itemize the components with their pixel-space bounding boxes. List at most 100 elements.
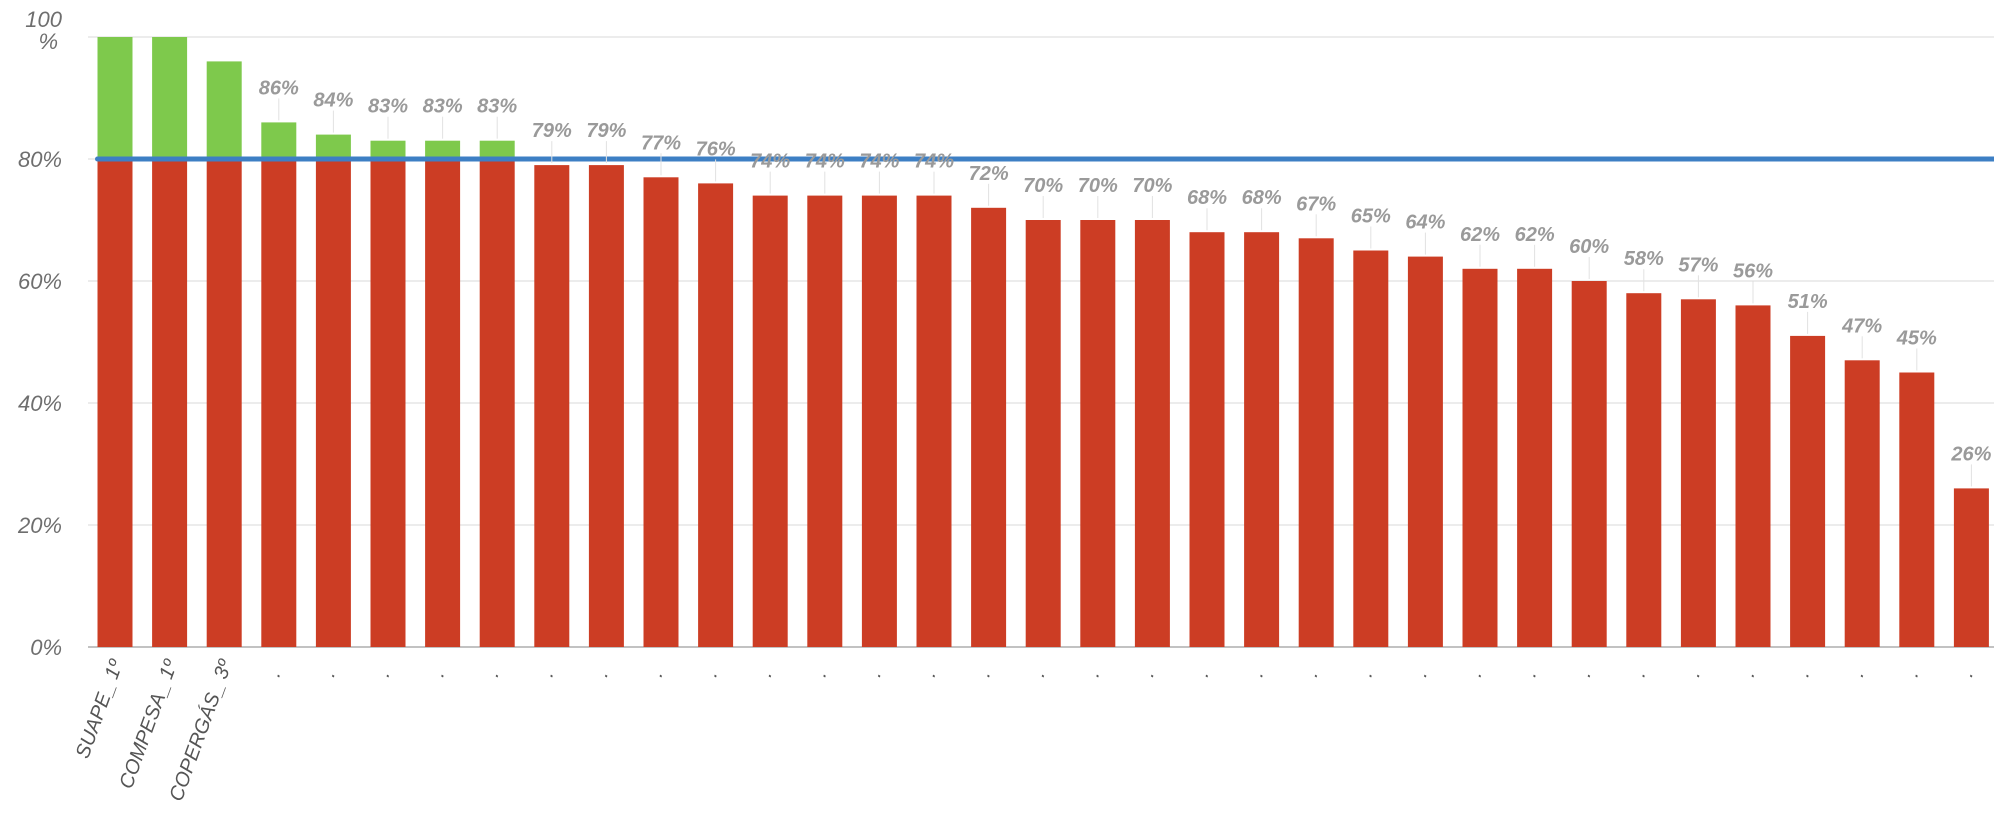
y-tick-label: 20% [17, 513, 62, 538]
x-tick-label: . [1137, 667, 1160, 680]
x-tick-label: . [1355, 667, 1378, 680]
x-tick-label: . [1683, 667, 1706, 680]
bar [1407, 256, 1443, 647]
bar [861, 195, 897, 647]
bar [1790, 335, 1826, 647]
x-tick-label: . [372, 667, 395, 680]
bar [370, 159, 406, 647]
data-label: 70% [1078, 175, 1118, 197]
data-label: 77% [641, 132, 681, 154]
data-label: 74% [750, 151, 790, 173]
bar [916, 195, 952, 647]
x-tick-label: . [1628, 667, 1651, 680]
bar [1134, 220, 1170, 647]
bar-above-target [370, 140, 406, 159]
x-tick-label: COMPESA_ 1º [115, 656, 182, 792]
bar [1025, 220, 1061, 647]
bar-above-target [97, 37, 133, 159]
data-label: 51% [1788, 291, 1828, 313]
bar-above-target [315, 134, 351, 159]
x-tick-label: . [918, 667, 941, 680]
bar-above-target [152, 37, 188, 159]
bar [971, 207, 1007, 648]
bar [1680, 299, 1716, 647]
data-label: 79% [532, 120, 572, 142]
bar [698, 183, 734, 647]
bar-above-target [425, 140, 461, 159]
bar [1517, 268, 1553, 647]
x-tick-label: . [973, 667, 996, 680]
bar [1462, 268, 1498, 647]
bar [152, 159, 188, 647]
data-label: 67% [1296, 193, 1336, 215]
x-tick-label: . [1300, 667, 1323, 680]
data-label: 83% [368, 96, 408, 118]
x-tick-label: . [591, 667, 614, 680]
x-tick-label: . [318, 667, 341, 680]
y-axis-ticks: 100 % 80% 60% 40% 20% 0% [17, 7, 63, 660]
data-label: 74% [859, 151, 899, 173]
data-label: 68% [1242, 187, 1282, 209]
data-label: 74% [805, 151, 845, 173]
bars [97, 37, 1989, 648]
data-label: 74% [914, 151, 954, 173]
bar [1571, 281, 1607, 647]
x-tick-label: SUAPE_ 1º [72, 656, 128, 762]
x-tick-label: . [481, 667, 504, 680]
y-tick-label: 40% [18, 391, 62, 416]
data-label: 83% [477, 96, 517, 118]
x-tick-label: . [1027, 667, 1050, 680]
bar [534, 165, 570, 647]
data-label: 83% [423, 96, 463, 118]
data-label: 56% [1733, 260, 1773, 282]
bar [1244, 232, 1280, 647]
bar [425, 159, 461, 647]
data-label: 86% [259, 77, 299, 99]
data-label: 84% [313, 90, 353, 112]
data-label: 76% [696, 138, 736, 160]
data-labels: 86% 84% 83% 83% 83% 79% 79% 77% 76% 74% 74% 74% 74% 7… [259, 77, 1992, 487]
bar [1953, 488, 1989, 647]
data-label: 62% [1515, 224, 1555, 246]
x-tick-label: . [1410, 667, 1433, 680]
y-tick-label: 80% [18, 147, 62, 172]
data-label: 70% [1023, 175, 1063, 197]
bar [1899, 372, 1935, 647]
bar [807, 195, 843, 647]
data-label: 60% [1569, 236, 1609, 258]
x-tick-label: . [1082, 667, 1105, 680]
data-label: 79% [586, 120, 626, 142]
x-tick-label: . [1519, 667, 1542, 680]
y-tick-label: 0% [30, 635, 62, 660]
x-tick-label: . [427, 667, 450, 680]
data-label: 45% [1896, 328, 1937, 350]
x-tick-label: . [645, 667, 668, 680]
data-label: 64% [1405, 212, 1445, 234]
data-label: 72% [969, 163, 1009, 185]
bar [479, 159, 515, 647]
bar [643, 177, 679, 648]
data-label: 58% [1624, 248, 1664, 270]
bar [1080, 220, 1116, 647]
y-tick-label: 100% [25, 7, 62, 54]
x-tick-label: . [263, 667, 286, 680]
x-tick-label: . [1573, 667, 1596, 680]
x-tick-label: . [864, 667, 887, 680]
x-tick-label: . [1464, 667, 1487, 680]
bar [588, 165, 624, 647]
x-tick-label: . [1792, 667, 1815, 680]
bar-above-target [206, 61, 242, 159]
bar-above-target [479, 140, 515, 159]
x-tick-label: . [1737, 667, 1760, 680]
bar [97, 159, 133, 647]
data-label: 62% [1460, 224, 1500, 246]
data-label: 26% [1950, 443, 1991, 465]
x-tick-label: . [1956, 667, 1979, 680]
bar [1626, 293, 1662, 647]
bar [1189, 232, 1225, 647]
bar-above-target [261, 122, 297, 159]
x-tick-label: . [1191, 667, 1214, 680]
data-label: 70% [1132, 175, 1172, 197]
x-tick-label: . [536, 667, 559, 680]
